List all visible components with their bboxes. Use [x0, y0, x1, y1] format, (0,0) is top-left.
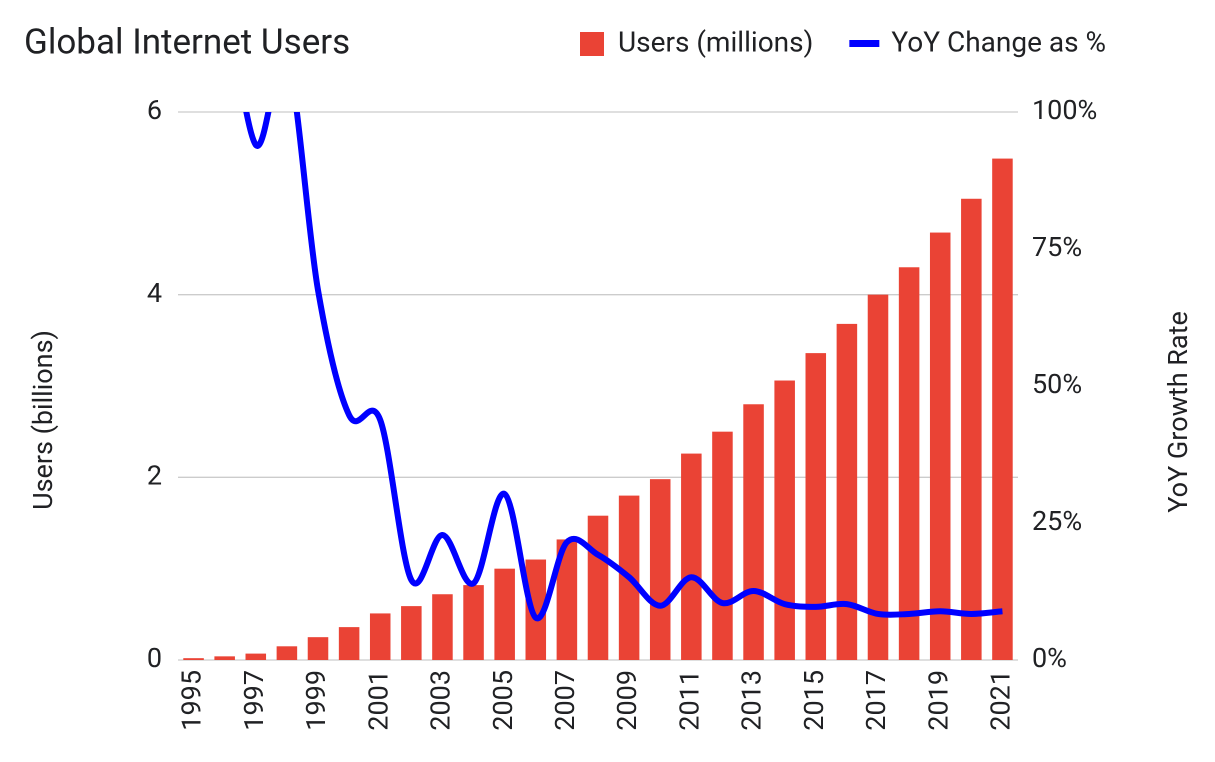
x-tick-label: 2021 — [985, 670, 1017, 731]
bar — [463, 585, 484, 660]
legend-swatch — [580, 32, 604, 56]
bar — [245, 653, 267, 660]
bar — [743, 404, 764, 660]
bar — [774, 380, 795, 660]
y-tick-label: 6 — [147, 94, 162, 126]
bar — [961, 198, 982, 660]
y-tick-label: 0 — [147, 642, 162, 674]
bar — [494, 568, 515, 660]
y2-tick-label: 50% — [1032, 368, 1082, 400]
x-tick-label: 2001 — [362, 670, 394, 731]
bar — [805, 353, 827, 660]
y2-tick-label: 75% — [1032, 231, 1082, 263]
y-tick-label: 4 — [147, 277, 162, 309]
y2-axis-label: YoY Growth Rate — [1162, 311, 1194, 513]
bar — [556, 539, 578, 660]
bar — [992, 158, 1013, 660]
legend-label: Users (millions) — [618, 25, 813, 58]
bar — [307, 637, 329, 660]
y-tick-label: 2 — [147, 459, 162, 491]
legend-label: YoY Change as % — [891, 25, 1106, 58]
line-layer — [243, 112, 1003, 622]
x-tick-label: 2011 — [673, 670, 705, 731]
x-tick-label: 2003 — [425, 670, 457, 731]
bar — [836, 323, 858, 660]
bar — [587, 515, 609, 660]
bar — [432, 594, 453, 660]
x-tick-label: 2017 — [860, 670, 892, 731]
bar — [369, 613, 391, 660]
bar — [649, 479, 671, 660]
y-axis-label: Users (billions) — [27, 330, 59, 510]
bar — [712, 431, 733, 660]
x-tick-label: 2005 — [487, 670, 519, 731]
x-tick-label: 1997 — [238, 670, 270, 731]
bar — [338, 627, 360, 660]
bar — [276, 646, 298, 660]
x-tick-label: 1999 — [300, 670, 332, 731]
bar — [898, 267, 920, 660]
x-tick-label: 2019 — [922, 670, 954, 731]
x-tick-label: 2007 — [549, 670, 581, 731]
x-tick-label: 2015 — [798, 670, 830, 731]
x-tick-label: 2013 — [736, 670, 768, 731]
bar — [183, 658, 204, 660]
x-tick-label: 1995 — [176, 670, 208, 731]
y2-tick-label: 100% — [1032, 94, 1097, 126]
bar — [401, 606, 422, 660]
bar — [214, 656, 235, 660]
bar — [867, 294, 889, 660]
line-series — [243, 112, 1003, 622]
x-tick-label: 2009 — [611, 670, 643, 731]
bar — [929, 232, 951, 660]
y2-tick-label: 25% — [1032, 505, 1082, 537]
bar — [681, 453, 702, 660]
legend-swatch — [849, 40, 880, 47]
chart-title: Global Internet Users — [24, 21, 350, 62]
y2-tick-label: 0% — [1032, 642, 1067, 674]
bar — [525, 559, 547, 660]
